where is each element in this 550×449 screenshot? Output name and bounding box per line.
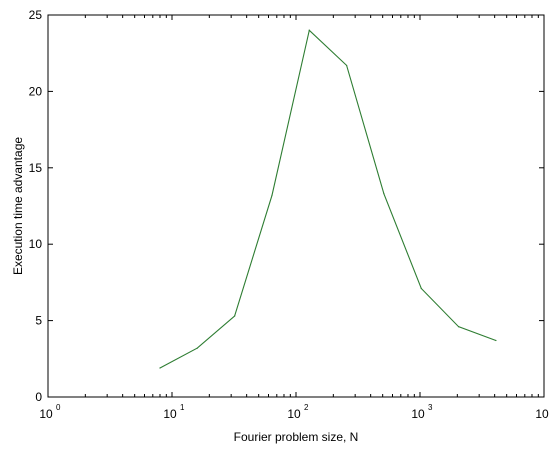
y-axis-label: Execution time advantage [11, 137, 25, 275]
y-tick-label: 0 [35, 390, 42, 404]
plot-area [47, 14, 545, 398]
y-tick-label: 15 [29, 161, 43, 175]
x-tick-exponent: 3 [428, 403, 433, 412]
series-layer [159, 29, 497, 369]
data-point [495, 339, 497, 342]
x-axis-ticks: 100101102103104 [39, 15, 549, 421]
data-point [159, 367, 161, 369]
data-point [383, 193, 385, 195]
data-point [234, 315, 236, 317]
x-tick-label: 10 [39, 407, 53, 421]
data-point [196, 347, 198, 349]
x-tick-exponent: 0 [56, 403, 61, 412]
data-point [346, 64, 348, 67]
series-line [159, 29, 497, 369]
x-tick-label: 10 [287, 407, 301, 421]
x-tick-label: 10 [163, 407, 177, 421]
x-tick-exponent: 2 [304, 403, 309, 412]
y-tick-label: 20 [29, 84, 43, 98]
y-tick-label: 5 [35, 314, 42, 328]
x-axis-label: Fourier problem size, N [234, 430, 359, 444]
data-point [458, 326, 460, 328]
plot-frame [47, 14, 545, 398]
x-tick-label: 10 [411, 407, 425, 421]
y-tick-label: 25 [29, 8, 43, 22]
data-point [420, 287, 422, 290]
y-tick-label: 10 [29, 237, 43, 251]
y-axis-ticks: 0 5 10 15 20 25 [29, 8, 544, 404]
x-tick-label: 10 [535, 407, 549, 421]
x-tick-exponent: 1 [180, 403, 185, 412]
data-point [308, 29, 310, 31]
data-point [271, 194, 273, 196]
